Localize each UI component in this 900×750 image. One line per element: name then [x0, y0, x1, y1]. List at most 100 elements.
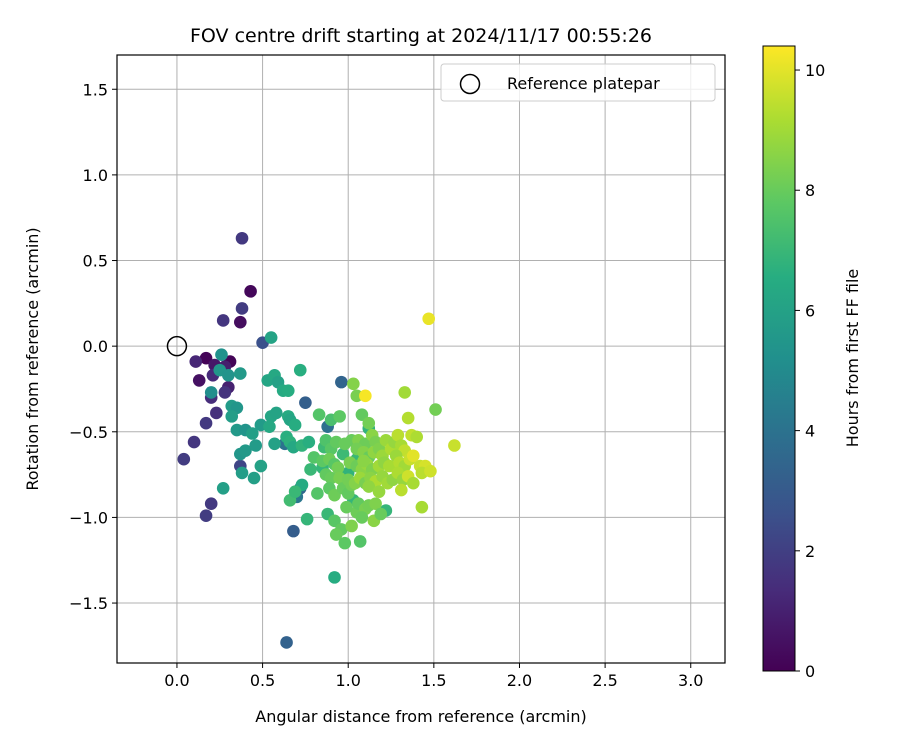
scatter-point: [340, 500, 353, 514]
scatter-point: [269, 406, 283, 420]
scatter-point: [254, 459, 268, 473]
x-tick-label: 0.0: [164, 671, 189, 690]
scatter-point: [235, 231, 249, 245]
colorbar-label: Hours from first FF file: [843, 269, 862, 448]
scatter-point: [359, 389, 372, 403]
scatter-point: [302, 435, 316, 449]
scatter-point: [328, 488, 341, 502]
scatter-point: [204, 497, 218, 511]
scatter-point: [234, 315, 247, 329]
scatter-point: [288, 418, 302, 432]
scatter-point: [328, 514, 341, 528]
scatter-point: [210, 406, 223, 420]
scatter-point: [328, 571, 341, 584]
colorbar-ticks: 0 2 4 6 8 10: [795, 61, 825, 681]
scatter-point: [300, 512, 314, 526]
colorbar-tick-label: 2: [805, 542, 815, 561]
scatter-point: [424, 464, 437, 478]
scatter-point: [401, 411, 415, 425]
scatter-point: [225, 410, 239, 423]
y-tick-label: −1.5: [69, 594, 108, 613]
scatter-point: [280, 636, 293, 649]
scatter-point: [222, 368, 235, 382]
scatter-point: [347, 377, 360, 391]
scatter-points: [166, 231, 461, 649]
scatter-point: [246, 427, 259, 440]
scatter-point: [429, 403, 442, 416]
plot-frame: [116, 54, 726, 664]
scatter-point: [362, 416, 376, 430]
scatter-point: [288, 485, 302, 499]
y-tick-label: 0.0: [83, 337, 108, 356]
scatter-point: [345, 519, 358, 533]
scatter-point: [192, 374, 206, 387]
scatter-point: [355, 408, 369, 421]
scatter-point: [268, 437, 281, 451]
scatter-point: [216, 314, 230, 327]
scatter-point: [391, 428, 405, 442]
axis-ticks: 0.0 0.5 1.0 1.5 2.0 2.5 3.0 −1.5 −1.0 −0.5 0.0 0.5 1…: [69, 80, 703, 690]
colorbar: 0 2 4 6 8 10 Hours from first FF file: [762, 45, 862, 681]
scatter-point: [398, 386, 412, 399]
scatter-point: [336, 447, 350, 461]
scatter-point: [199, 416, 213, 430]
x-axis-label: Angular distance from reference (arcmin): [255, 707, 586, 726]
reference-platepar-marker: [166, 335, 188, 357]
scatter-point: [216, 482, 230, 495]
colorbar-tick-label: 4: [805, 422, 815, 441]
x-tick-label: 1.0: [335, 671, 360, 690]
colorbar-gradient: [762, 45, 796, 672]
scatter-point: [189, 355, 203, 368]
scatter-point: [177, 452, 191, 466]
scatter-point: [362, 480, 376, 493]
scatter-point: [235, 466, 249, 480]
scatter-point: [338, 536, 352, 550]
scatter-point: [234, 367, 247, 380]
scatter-point: [357, 454, 370, 468]
legend-marker-reference-platepar: [459, 73, 481, 95]
scatter-point: [448, 439, 461, 452]
scatter-point: [329, 528, 343, 541]
x-tick-label: 2.0: [507, 671, 532, 690]
scatter-point: [249, 439, 263, 452]
scatter-point: [353, 535, 367, 548]
scatter-point: [199, 509, 213, 523]
scatter-point: [369, 497, 382, 511]
scatter-point: [299, 396, 312, 409]
scatter-point: [247, 471, 261, 485]
scatter-point: [422, 312, 436, 326]
y-tick-label: 0.5: [83, 252, 108, 271]
legend-box: [440, 63, 716, 102]
scatter-point: [263, 420, 276, 433]
scatter-point: [355, 511, 369, 524]
scatter-point: [374, 507, 388, 521]
scatter-point: [187, 435, 201, 449]
legend: Reference platepar: [440, 63, 716, 102]
y-tick-label: −1.0: [69, 508, 108, 527]
colorbar-tick-label: 0: [805, 662, 815, 681]
scatter-point: [406, 476, 420, 490]
legend-label-reference-platepar: Reference platepar: [507, 74, 660, 93]
y-tick-label: 1.5: [83, 80, 108, 99]
scatter-point: [312, 408, 326, 421]
y-tick-label: 1.0: [83, 166, 108, 185]
scatter-point: [372, 485, 386, 499]
scatter-point: [335, 375, 348, 389]
y-tick-label: −0.5: [69, 423, 108, 442]
x-tick-label: 0.5: [250, 671, 275, 690]
x-tick-label: 3.0: [678, 671, 703, 690]
scatter-point: [218, 386, 232, 399]
scatter-point: [215, 348, 228, 362]
scatter-point: [333, 410, 346, 423]
x-tick-label: 1.5: [421, 671, 446, 690]
scatter-point: [204, 386, 218, 399]
scatter-point: [304, 463, 317, 476]
colorbar-tick-label: 6: [805, 301, 815, 320]
scatter-point: [331, 461, 345, 475]
scatter-point: [311, 487, 324, 500]
scatter-point: [287, 524, 300, 538]
y-axis-label: Rotation from reference (arcmin): [23, 227, 42, 490]
colorbar-tick-label: 10: [805, 61, 825, 80]
scatter-point: [239, 444, 252, 457]
